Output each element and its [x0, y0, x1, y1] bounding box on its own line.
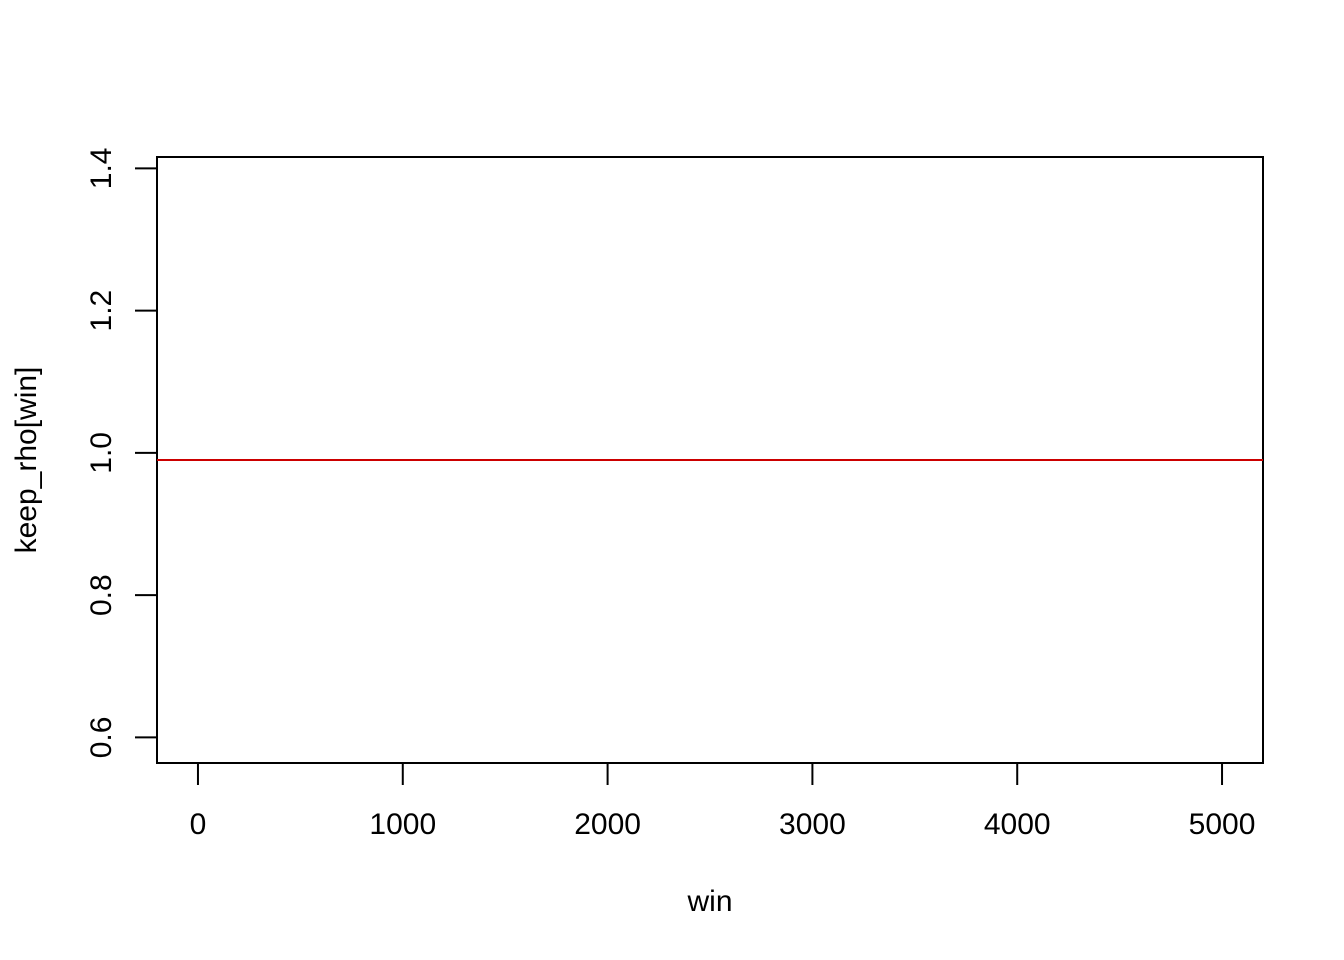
x-axis-label: win: [686, 885, 732, 918]
y-tick-label: 0.6: [85, 717, 118, 759]
y-axis: 0.6 0.8 1.0 1.2 1.4: [85, 148, 158, 759]
y-axis-label: keep_rho[win]: [10, 367, 43, 554]
y-tick-label: 1.4: [85, 148, 118, 190]
x-tick-label: 3000: [779, 808, 846, 841]
x-tick-label: 4000: [984, 808, 1051, 841]
x-axis: 0 1000 2000 3000 4000 5000: [190, 762, 1256, 841]
y-tick-label: 0.8: [85, 574, 118, 616]
x-tick-label: 0: [190, 808, 207, 841]
y-tick-label: 1.0: [85, 432, 118, 474]
y-tick-label: 1.2: [85, 290, 118, 332]
x-tick-label: 1000: [369, 808, 436, 841]
x-tick-label: 5000: [1189, 808, 1256, 841]
x-tick-label: 2000: [574, 808, 641, 841]
